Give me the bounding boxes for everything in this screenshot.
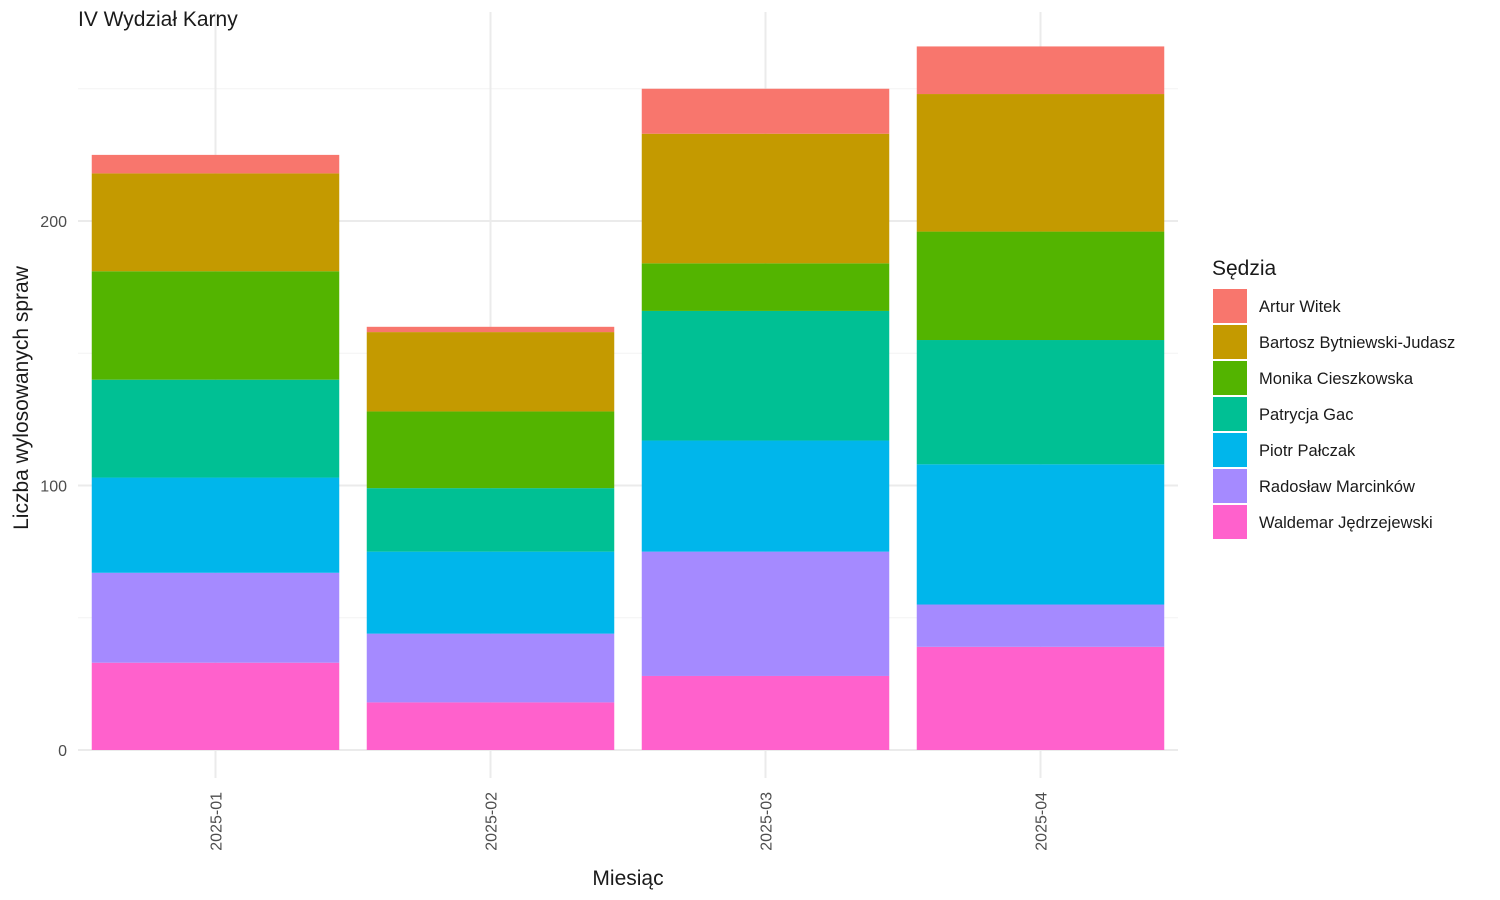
bar-segment <box>91 572 340 663</box>
legend-key <box>1213 325 1247 359</box>
bar-segment <box>641 551 890 676</box>
bar-segment <box>91 662 340 750</box>
legend-label: Patrycja Gac <box>1259 406 1353 424</box>
x-tick-label: 2025-04 <box>1034 792 1051 851</box>
bar-segment <box>366 702 615 750</box>
legend-key <box>1213 433 1247 467</box>
y-axis-ticks: 0 100 200 <box>40 214 67 760</box>
bar-segment <box>916 231 1165 341</box>
bar-segment <box>366 633 615 703</box>
legend-label: Piotr Pałczak <box>1259 442 1356 460</box>
bar-segment <box>916 464 1165 605</box>
bar-segment <box>916 646 1165 750</box>
legend-label: Radosław Marcinków <box>1259 478 1415 496</box>
legend-label: Monika Cieszkowska <box>1259 370 1414 388</box>
x-tick-label: 2025-02 <box>484 792 501 851</box>
y-tick-label: 200 <box>40 214 67 231</box>
bar-segment <box>641 440 890 552</box>
bar-segment <box>641 263 890 311</box>
legend-key <box>1213 397 1247 431</box>
legend-key <box>1213 505 1247 539</box>
legend-label: Waldemar Jędrzejewski <box>1259 514 1433 532</box>
bar-segment <box>916 46 1165 95</box>
bar-segment <box>916 94 1165 232</box>
bar-segment <box>91 477 340 573</box>
bar-segment <box>366 326 615 333</box>
bar-segment <box>641 133 890 264</box>
y-tick-label: 0 <box>58 743 67 760</box>
legend-label: Bartosz Bytniewski-Judasz <box>1259 334 1455 352</box>
legend-label: Artur Witek <box>1259 298 1341 316</box>
bar-segment <box>366 332 615 412</box>
bar-segment <box>366 411 615 489</box>
legend-key <box>1213 361 1247 395</box>
x-tick-label: 2025-03 <box>759 792 776 851</box>
y-tick-label: 100 <box>40 479 67 496</box>
bar-segment <box>641 310 890 441</box>
legend-key <box>1213 469 1247 503</box>
x-axis-ticks: 2025-01 2025-02 2025-03 2025-04 <box>209 792 1051 851</box>
y-axis-title: Liczba wylosowanych spraw <box>10 265 33 530</box>
bar-segment <box>366 551 615 634</box>
bar-segment <box>916 604 1165 647</box>
bar-segment <box>91 154 340 174</box>
chart-title: IV Wydział Karny <box>78 8 238 31</box>
legend: Sędzia Artur Witek Bartosz Bytniewski-Jud… <box>1212 257 1455 539</box>
bar-segment <box>91 271 340 380</box>
bar-segment <box>91 379 340 478</box>
bar-segment <box>91 173 340 272</box>
bar-segment <box>916 340 1165 465</box>
x-tick-label: 2025-01 <box>209 792 226 851</box>
legend-title: Sędzia <box>1212 257 1277 280</box>
legend-key <box>1213 289 1247 323</box>
x-axis-title: Miesiąc <box>592 867 663 890</box>
bar-segment <box>641 675 890 750</box>
bars-layer <box>91 46 1165 750</box>
bar-segment <box>366 488 615 552</box>
bar-segment <box>641 88 890 134</box>
